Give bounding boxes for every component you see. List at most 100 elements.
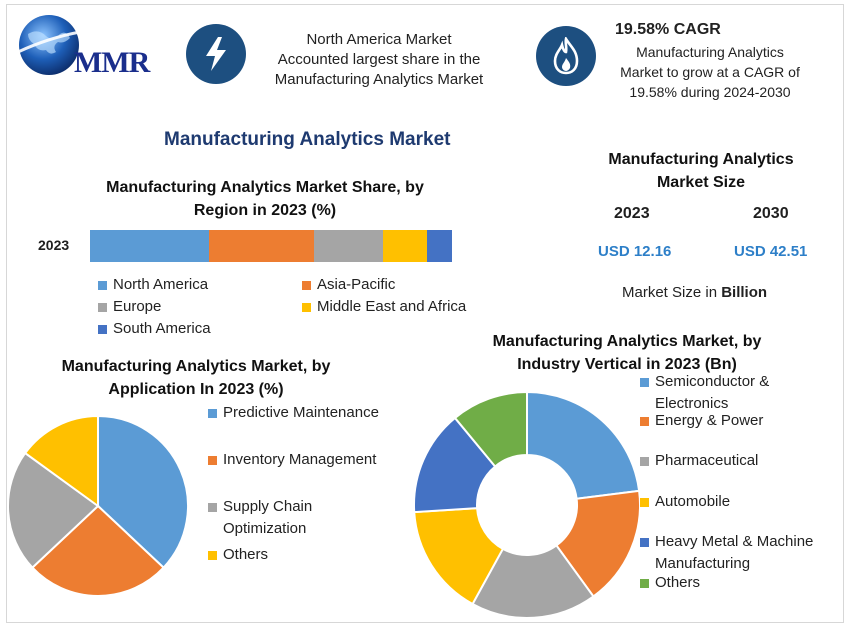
industry-chart-title-line: Industry Vertical in 2023 (Bn)	[517, 356, 737, 373]
market-size-note: Market Size in Billion	[622, 284, 767, 301]
region-chart-title-line: Manufacturing Analytics Market Share, by	[106, 179, 424, 196]
lightning-badge	[186, 24, 246, 84]
legend-swatch	[208, 409, 217, 418]
legend-label: Asia-Pacific	[317, 276, 396, 293]
bar-segment-asia-pacific	[209, 230, 315, 262]
lightning-icon	[206, 37, 226, 71]
logo: MMR	[12, 12, 172, 80]
legend-label: Middle East and Africa	[317, 298, 467, 315]
bar-segment-europe	[314, 230, 384, 262]
legend-label: Predictive Maintenance	[223, 404, 379, 421]
legend-item: Middle East and Africa	[302, 298, 466, 315]
legend-swatch	[98, 325, 107, 334]
callout-line: Manufacturing Analytics	[636, 44, 784, 60]
legend-label: Europe	[113, 298, 162, 315]
value-2030: USD 42.51	[734, 243, 808, 260]
application-chart-title-line: Manufacturing Analytics Market, by	[61, 358, 331, 375]
bar-segment-middle-east-and-africa	[383, 230, 427, 262]
cagr-callout: Manufacturing Analytics Market to grow a…	[604, 42, 816, 102]
pie-slice-supply-chain-optimization	[7, 451, 100, 570]
application-legend: Predictive Maintenance Inventory Manageme…	[208, 404, 408, 574]
legend-swatch	[98, 281, 107, 290]
callout-line: North America Market	[306, 31, 452, 48]
legend-item: Heavy Metal & Machine Manufacturing	[640, 533, 813, 575]
legend-item: Energy & Power	[640, 412, 763, 432]
legend-item: Inventory Management	[208, 451, 376, 471]
application-pie-chart	[7, 414, 189, 597]
bar-category-label: 2023	[38, 237, 70, 253]
legend-item: Predictive Maintenance	[208, 404, 379, 424]
legend-swatch	[208, 456, 217, 465]
market-size-title-line: Manufacturing Analytics	[608, 151, 794, 168]
industry-legend: Semiconductor & Electronics Energy & Power…	[640, 373, 840, 595]
region-stacked-bar	[90, 230, 452, 262]
year-2023: 2023	[614, 205, 650, 222]
pie-slice-others	[453, 390, 528, 468]
application-chart-title: Manufacturing Analytics Market, by Appli…	[36, 355, 356, 401]
legend-item: Others	[208, 546, 268, 566]
legend-item: Europe	[98, 298, 161, 315]
legend-item: Supply Chain Optimization	[208, 498, 312, 540]
legend-label: North America	[113, 276, 209, 293]
globe-icon	[17, 15, 81, 75]
legend-label: Supply Chain Optimization	[223, 498, 313, 537]
pie-slice-others	[23, 414, 99, 508]
industry-chart-title-line: Manufacturing Analytics Market, by	[492, 333, 762, 350]
legend-item: Pharmaceutical	[640, 452, 758, 472]
pie-slice-inventory-management	[30, 504, 166, 597]
region-chart-title-line: Region in 2023 (%)	[193, 202, 337, 219]
application-chart-title-line: Application In 2023 (%)	[108, 381, 284, 398]
legend-label: South America	[113, 320, 211, 337]
legend-swatch	[640, 417, 649, 426]
legend-label: Pharmaceutical	[655, 452, 759, 469]
pie-slice-semiconductor-electronics	[526, 390, 641, 500]
legend-swatch	[208, 503, 217, 512]
flame-icon	[553, 37, 579, 75]
legend-swatch	[98, 303, 107, 312]
legend-label: Inventory Management	[223, 451, 377, 468]
legend-label: Energy & Power	[655, 412, 764, 429]
legend-label: Others	[655, 574, 701, 591]
legend-label: Semiconductor & Electronics	[655, 373, 770, 412]
region-legend: North America Asia-Pacific Europe Middle Ea…	[98, 276, 498, 342]
legend-item: South America	[98, 320, 211, 337]
legend-swatch	[640, 378, 649, 387]
legend-swatch	[640, 579, 649, 588]
legend-swatch	[208, 551, 217, 560]
pie-slice-heavy-metal-machine-manufacturing	[413, 416, 497, 514]
bar-segment-south-america	[426, 230, 452, 262]
market-size-note-unit: Billion	[721, 284, 768, 301]
year-2030: 2030	[753, 205, 789, 222]
callout-line: Accounted largest share in the	[277, 51, 481, 68]
legend-item: Others	[640, 574, 700, 594]
cagr-title: 19.58% CAGR	[615, 21, 721, 38]
legend-swatch	[640, 498, 649, 507]
legend-swatch	[640, 538, 649, 547]
legend-swatch	[302, 281, 311, 290]
value-2023: USD 12.16	[598, 243, 672, 260]
legend-swatch	[302, 303, 311, 312]
logo-text: MMR	[74, 46, 150, 79]
market-size-title: Manufacturing Analytics Market Size	[580, 148, 822, 194]
bar-segment-north-america	[90, 230, 210, 262]
legend-label: Heavy Metal & Machine Manufacturing	[655, 533, 814, 572]
legend-label: Others	[223, 546, 269, 563]
pie-slice-pharmaceutical	[471, 544, 595, 619]
callout-line: Market to grow at a CAGR of	[620, 64, 800, 80]
callout-line: 19.58% during 2024-2030	[629, 84, 791, 100]
legend-item: Automobile	[640, 493, 730, 513]
industry-chart-title: Manufacturing Analytics Market, by Indus…	[462, 330, 792, 376]
main-title: Manufacturing Analytics Market	[164, 129, 451, 150]
market-size-note-prefix: Market Size in	[622, 284, 722, 301]
callout-line: Manufacturing Analytics Market	[274, 71, 484, 88]
north-america-callout: North America Market Accounted largest s…	[252, 30, 506, 90]
legend-item: North America	[98, 276, 208, 293]
legend-label: Automobile	[655, 493, 731, 510]
market-size-title-line: Market Size	[656, 174, 746, 191]
legend-swatch	[640, 457, 649, 466]
region-chart-title: Manufacturing Analytics Market Share, by…	[78, 176, 452, 222]
legend-item: Semiconductor & Electronics	[640, 373, 769, 415]
industry-donut-chart	[413, 390, 641, 619]
legend-item: Asia-Pacific	[302, 276, 395, 293]
flame-badge	[536, 26, 596, 86]
